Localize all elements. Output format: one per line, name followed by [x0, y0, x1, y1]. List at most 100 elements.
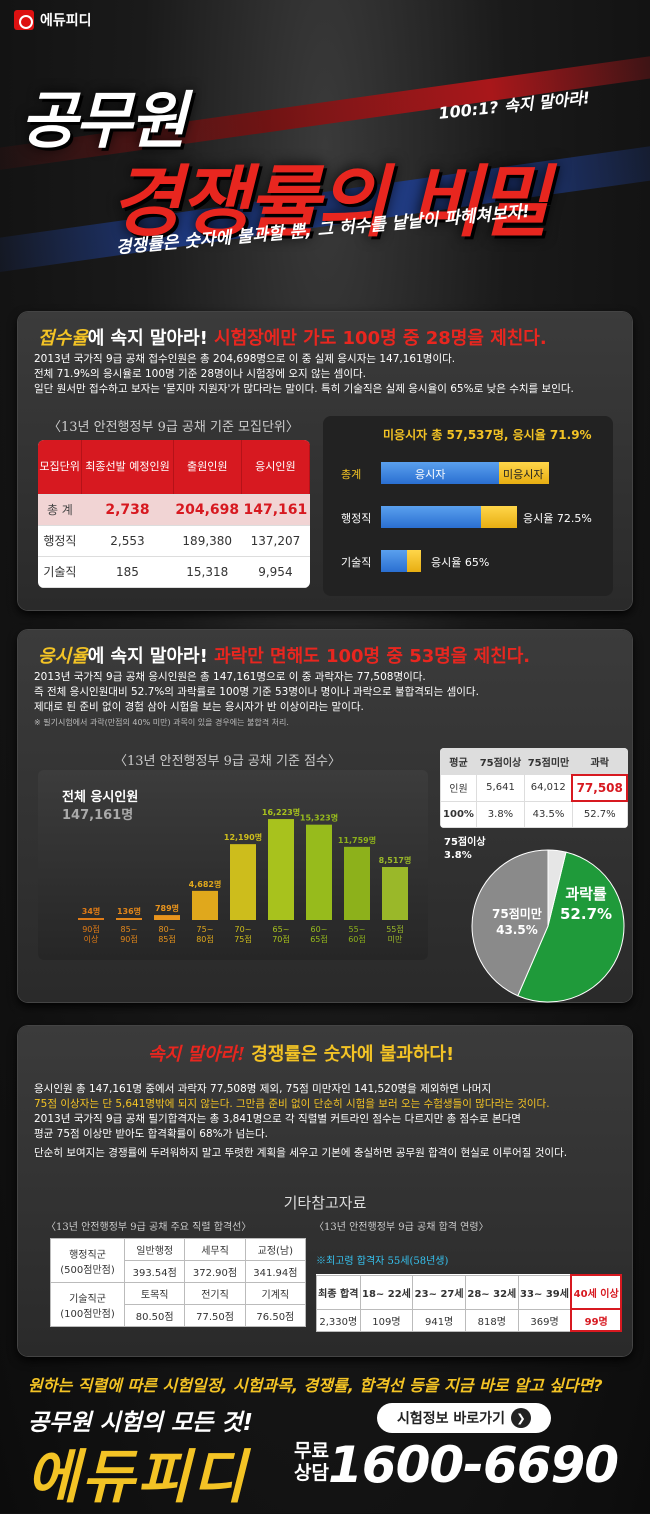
exam-info-button[interactable]: 시험정보 바로가기 ❯: [377, 1403, 551, 1433]
bar-label-tech: 기술직: [341, 556, 372, 569]
section-acceptance-rate: 접수율에 속지 말아라! 시험장에만 가도 100명 중 28명을 제친다. 2…: [18, 312, 632, 610]
bar-value-label: 34명: [82, 906, 101, 916]
hero-banner: 공무원 100:1? 속지 말아라! 경쟁률의 비밀 경쟁률은 숫자에 불과할 …: [0, 40, 650, 280]
score-table: 평균 75점이상 75점미만 과락 인원 5,641 64,012 77,508…: [440, 748, 628, 828]
logo-text: 에듀피디: [40, 13, 92, 29]
bar-value-label: 8,517명: [379, 855, 412, 865]
category-label: 75점: [234, 934, 252, 944]
section1-title: 접수율에 속지 말아라! 시험장에만 가도 100명 중 28명을 제친다.: [38, 328, 547, 349]
category-label: 70~: [235, 925, 252, 934]
bar-value-label: 12,190명: [224, 832, 262, 842]
table-row: 100% 3.8% 43.5% 52.7%: [440, 800, 628, 828]
bar-value-label: 16,223명: [262, 807, 300, 817]
table-row: 393.54점 372.90점 341.94점: [51, 1260, 307, 1283]
bar-total-examinee: [381, 462, 499, 484]
table-row: 최종 합격 18~ 22세 23~ 27세 28~ 32세 33~ 39세 40…: [316, 1274, 622, 1310]
chart-bar: [116, 918, 142, 920]
category-label: 90점: [82, 924, 100, 934]
free-consult-label: 무료 상담: [294, 1440, 329, 1484]
logo-icon: [14, 10, 34, 30]
tech-rate: 응시율 65%: [431, 556, 490, 569]
chart-bar: [344, 846, 370, 920]
category-label: 55점: [386, 924, 404, 934]
table-row: 기술직 185 15,318 9,954: [38, 556, 310, 588]
section-exam-rate: 응시율에 속지 말아라! 과락만 면해도 100명 중 53명을 제친다. 20…: [18, 630, 632, 1003]
examinee-tag: 응시자: [415, 468, 446, 481]
bar-total-absent: [499, 462, 549, 484]
section2-title: 응시율에 속지 말아라! 과락만 면해도 100명 중 53명을 제친다.: [38, 646, 531, 667]
section3-body: 응시인원 총 147,161명 중에서 과락자 77,508명 제외, 75점 …: [34, 1083, 568, 1159]
bar-value-label: 789명: [155, 903, 179, 913]
table-row: 행정직군 (500점만점) 일반행정 세무직 교정(남): [49, 1238, 307, 1283]
category-label: 60~: [311, 925, 328, 934]
pie-slice: [517, 851, 625, 1003]
bar-value-label: 15,323명: [300, 813, 338, 823]
bar-tech-absent: [407, 550, 421, 572]
bar-value-label: 11,759명: [338, 835, 376, 845]
category-label: 60점: [348, 934, 366, 944]
category-label: 90점: [120, 934, 138, 944]
category-label: 80~: [159, 925, 176, 934]
chart-bar: [154, 915, 180, 920]
category-label: 70점: [272, 934, 290, 944]
chevron-right-icon: ❯: [510, 1408, 531, 1428]
pie-svg: [471, 849, 625, 1003]
bar-label-admin: 행정직: [341, 512, 372, 525]
bar-chart-svg: 34명90점이상136명85~90점789명80~85점4,682명75~80점…: [78, 807, 412, 944]
bar-value-label: 136명: [117, 906, 141, 916]
brand-logo[interactable]: 에듀피디: [14, 10, 92, 30]
category-label: 55~: [349, 925, 366, 934]
category-label: 85~: [121, 925, 138, 934]
category-label: 75~: [197, 925, 214, 934]
section2-caption: 〈13년 안전행정부 9급 공채 기준 점수〉: [114, 754, 341, 769]
pie-label-below: 75점미만 43.5%: [492, 907, 542, 937]
section3-title: 속지 말아라! 경쟁률은 숫자에 불과하다!: [148, 1044, 455, 1065]
admin-rate: 응시율 72.5%: [523, 512, 592, 525]
chart-bar: [306, 824, 332, 920]
footer-brand: 에듀피디: [26, 1443, 248, 1511]
category-label: 미만: [388, 935, 403, 944]
chart-bar: [230, 844, 256, 920]
chart-title: 전체 응시인원: [62, 790, 139, 805]
pie-label-above: 75점이상 3.8%: [444, 837, 486, 861]
section2-body: 2013년 국가직 9급 공채 응시인원은 총 147,161명으로 이 중 과…: [34, 671, 479, 727]
pie-slice: [547, 849, 567, 927]
bar-label-total: 총계: [341, 468, 362, 481]
category-label: 80점: [196, 934, 214, 944]
hero-title-1: 공무원: [20, 84, 187, 157]
exam-info-button-label: 시험정보 바로가기: [397, 1411, 505, 1427]
bar-admin-examinee: [381, 506, 481, 528]
chart-bar: [78, 918, 104, 920]
section-competition-rate: 속지 말아라! 경쟁률은 숫자에 불과하다! 응시인원 총 147,161명 중…: [18, 1026, 632, 1356]
table-row: 80.50점 77.50점 76.50점: [51, 1304, 307, 1327]
score-bar-chart: 전체 응시인원 147,161명 34명 90점 이상 136명 85~ 90점 789명 8…: [38, 770, 428, 960]
category-label: 이상: [84, 934, 99, 944]
age-caption: 〈13년 안전행정부 9급 공채 합격 연령〉: [314, 1222, 489, 1233]
category-label: 65점: [310, 934, 328, 944]
absent-tag: 미응시자: [503, 468, 544, 481]
fail-rate-pie: 75점이상 3.8% 75점미만 43.5% 과락률 52.7%: [440, 834, 640, 1004]
table-row: 총 계 2,738 204,698 147,161: [38, 494, 310, 526]
category-label: 65~: [273, 925, 290, 934]
cutoff-table: 행정직군 (500점만점) 일반행정 세무직 교정(남) 393.54점 372.…: [49, 1238, 307, 1327]
bar-tech-examinee: [381, 550, 407, 572]
section1-caption: 〈13년 안전행정부 9급 공채 기준 모집단위〉: [48, 420, 299, 435]
table-row: 기술직군 (100점만점) 토목직 전기직 기계직: [49, 1282, 307, 1327]
footer-question: 원하는 직렬에 따른 시험일정, 시험과목, 경쟁률, 합격선 등을 지금 바로…: [28, 1376, 603, 1395]
chart-bar: [192, 890, 218, 920]
chart-bar: [268, 819, 294, 920]
cutoff-caption: 〈13년 안전행정부 9급 공채 주요 직렬 합격선〉: [46, 1222, 252, 1233]
phone-number[interactable]: 1600-6690: [328, 1436, 619, 1494]
bar-value-label: 4,682명: [189, 879, 222, 889]
hero-title-2: 경쟁률의 비밀: [110, 158, 550, 248]
chart-bar: [382, 867, 408, 920]
pie-label-fail: 과락률 52.7%: [560, 885, 613, 923]
bar-admin-absent: [481, 506, 517, 528]
category-label: 85점: [158, 934, 176, 944]
pie-slice: [471, 849, 549, 997]
chart-total: 147,161명: [62, 808, 134, 823]
reference-title: 기타참고자료: [283, 1194, 367, 1212]
oldest-note: ※최고령 합격자 55세(58년생): [316, 1256, 449, 1267]
table-row: 행정직 2,553 189,380 137,207: [38, 525, 310, 557]
